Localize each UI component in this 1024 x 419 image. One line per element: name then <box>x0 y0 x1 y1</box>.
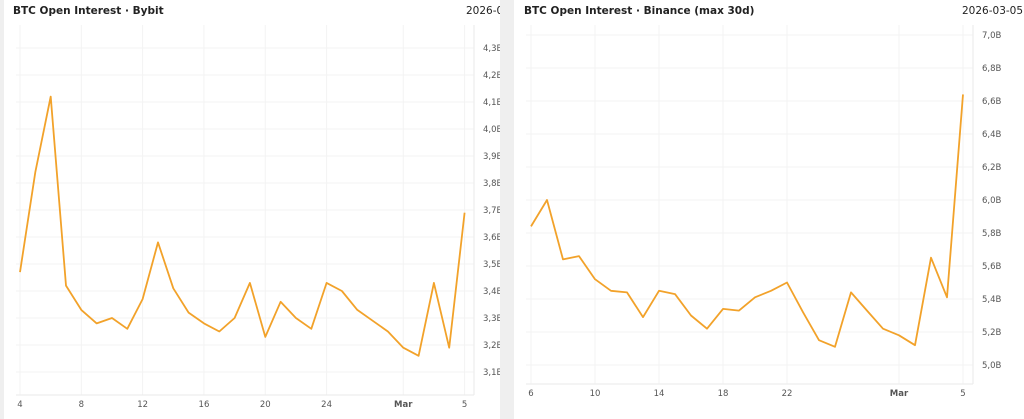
bybit-chart: 4,3B 4,2B 4,1B 4,0B 3,9B 3,8B 3,7B 3,6B 3,5B 3,4B… <box>16 25 500 410</box>
chart-title: BTC Open Interest · Binance (max 30d) <box>524 5 755 17</box>
y-tick-label: 6,2B <box>982 163 1002 173</box>
x-tick-label: 4 <box>17 400 22 410</box>
chart-date: 2026-03-0 <box>466 5 500 17</box>
bybit-chart-panel: BTC Open Interest · Bybit 2026-03-0 4,3B… <box>4 0 500 419</box>
x-tick-label: 24 <box>321 400 332 410</box>
x-tick-label: 22 <box>782 389 793 399</box>
y-tick-label: 4,0B <box>483 125 500 135</box>
x-tick-label: 8 <box>79 400 84 410</box>
y-tick-label: 4,1B <box>483 98 500 108</box>
series-line <box>19 95 466 357</box>
y-tick-label: 5,6B <box>982 262 1002 272</box>
binance-chart: 7,0B 6,8B 6,6B 6,4B 6,2B 6,0B 5,8B 5,6B 5,4B 5,2B… <box>526 25 1002 399</box>
x-tick-label: Mar <box>394 400 413 410</box>
y-tick-label: 3,8B <box>483 179 500 189</box>
y-tick-label: 3,5B <box>483 260 500 270</box>
y-tick-label: 3,2B <box>483 341 500 351</box>
chart-title: BTC Open Interest · Bybit <box>13 5 164 17</box>
series-line <box>530 94 964 348</box>
x-tick-label: 16 <box>199 400 210 410</box>
y-tick-label: 6,8B <box>982 64 1002 74</box>
y-tick-label: 6,0B <box>982 196 1002 206</box>
y-tick-label: 4,2B <box>483 71 500 81</box>
y-tick-label: 7,0B <box>982 31 1002 41</box>
y-tick-label: 3,1B <box>483 368 500 378</box>
y-tick-label: 5,4B <box>982 295 1002 305</box>
x-tick-label: 5 <box>960 389 965 399</box>
y-tick-label: 4,3B <box>483 44 500 54</box>
y-tick-label: 3,6B <box>483 233 500 243</box>
x-tick-label: Mar <box>890 389 909 399</box>
x-tick-label: 10 <box>590 389 601 399</box>
x-tick-label: 14 <box>654 389 665 399</box>
y-tick-label: 6,6B <box>982 97 1002 107</box>
y-tick-label: 3,7B <box>483 206 500 216</box>
x-tick-label: 20 <box>260 400 271 410</box>
x-tick-label: 6 <box>528 389 533 399</box>
y-tick-label: 3,4B <box>483 287 500 297</box>
chart-date: 2026-03-05 <box>962 5 1024 17</box>
x-tick-label: 12 <box>137 400 148 410</box>
y-tick-label: 5,2B <box>982 328 1002 338</box>
y-tick-label: 6,4B <box>982 130 1002 140</box>
y-tick-label: 5,0B <box>982 361 1002 371</box>
y-tick-label: 5,8B <box>982 229 1002 239</box>
x-tick-label: 5 <box>462 400 467 410</box>
y-tick-label: 3,9B <box>483 152 500 162</box>
x-tick-label: 18 <box>718 389 729 399</box>
y-tick-label: 3,3B <box>483 314 500 324</box>
binance-chart-panel: BTC Open Interest · Binance (max 30d) 20… <box>514 0 1024 419</box>
